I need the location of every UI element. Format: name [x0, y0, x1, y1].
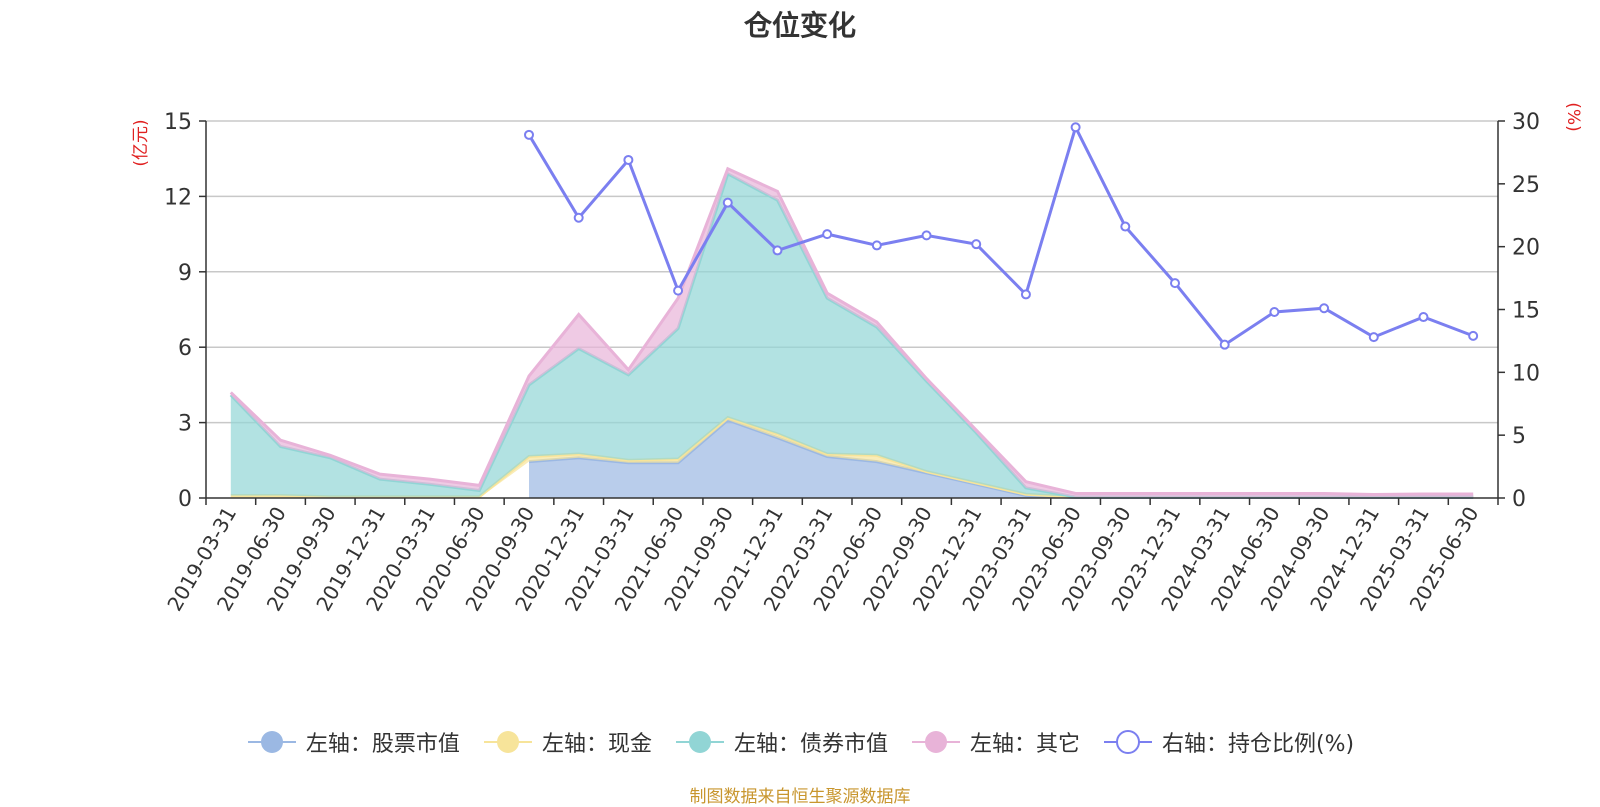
- ratio-point: [1219, 339, 1230, 350]
- ratio-point: [623, 154, 634, 165]
- ratio-point: [673, 285, 684, 296]
- ratio-point: [921, 230, 932, 241]
- left-tick-label: 0: [178, 487, 192, 512]
- ratio-point: [1020, 289, 1031, 300]
- left-tick-label: 15: [164, 110, 192, 135]
- right-tick-label: 20: [1512, 236, 1540, 261]
- ratio-point: [1368, 332, 1379, 343]
- legend-item[interactable]: 左轴：股票市值: [246, 726, 460, 758]
- ratio-point: [722, 197, 733, 208]
- area-fill: [230, 173, 1474, 498]
- ratio-point: [822, 229, 833, 240]
- legend-item[interactable]: 右轴：持仓比例(%): [1102, 726, 1354, 758]
- right-tick-label: 5: [1512, 424, 1526, 449]
- ratio-point: [871, 240, 882, 251]
- ratio-point: [1468, 330, 1479, 341]
- chart-title: 仓位变化: [743, 9, 856, 42]
- ratio-point: [1120, 221, 1131, 232]
- legend-label: 左轴：股票市值: [305, 732, 460, 757]
- right-tick-label: 30: [1512, 110, 1540, 135]
- area-fill: [529, 420, 1474, 498]
- legend-swatch: [1103, 730, 1152, 754]
- left-axis-unit: (亿元): [131, 119, 151, 166]
- legend-label: 左轴：其它: [969, 732, 1080, 757]
- legend-label: 左轴：债券市值: [733, 732, 888, 757]
- ratio-point: [1070, 122, 1081, 133]
- right-tick-label: 0: [1512, 487, 1526, 512]
- ratio-point: [524, 129, 534, 140]
- legend-item[interactable]: 左轴：现金: [482, 726, 652, 758]
- legend-label: 右轴：持仓比例(%): [1161, 732, 1355, 757]
- right-tick-label: 25: [1512, 173, 1540, 198]
- ratio-point: [971, 239, 982, 250]
- legend-swatch: [911, 731, 960, 753]
- area-edge: [229, 166, 1474, 497]
- ratio-point: [1170, 278, 1180, 289]
- ratio-point: [573, 212, 584, 223]
- ratio-point: [1319, 303, 1330, 314]
- legend: 左轴：股票市值 左轴：现金 左轴：债券市值 左轴：其它 右轴：持仓比例(%): [0, 722, 1600, 762]
- legend-item[interactable]: 左轴：其它: [910, 726, 1080, 758]
- right-axis-unit: (%): [1563, 102, 1583, 131]
- source-note: 制图数据来自恒生聚源数据库: [689, 787, 911, 807]
- legend-swatch: [483, 731, 532, 753]
- right-tick-label: 10: [1512, 361, 1540, 386]
- ratio-point: [772, 245, 783, 256]
- legend-item[interactable]: 左轴：债券市值: [674, 726, 888, 758]
- ratio-line: [527, 123, 1474, 347]
- left-tick-label: 3: [178, 412, 192, 437]
- line-layer: [524, 122, 1479, 350]
- left-tick-label: 9: [178, 261, 192, 286]
- area-fill: [230, 417, 1474, 498]
- ratio-point: [1269, 307, 1280, 318]
- ratio-point: [1418, 312, 1429, 323]
- right-tick-label: 15: [1512, 299, 1540, 324]
- left-tick-label: 6: [178, 336, 192, 361]
- legend-swatch: [675, 731, 724, 753]
- legend-swatch: [247, 731, 296, 753]
- area-layer: [229, 166, 1474, 499]
- left-tick-label: 12: [164, 185, 192, 210]
- legend-label: 左轴：现金: [541, 732, 652, 757]
